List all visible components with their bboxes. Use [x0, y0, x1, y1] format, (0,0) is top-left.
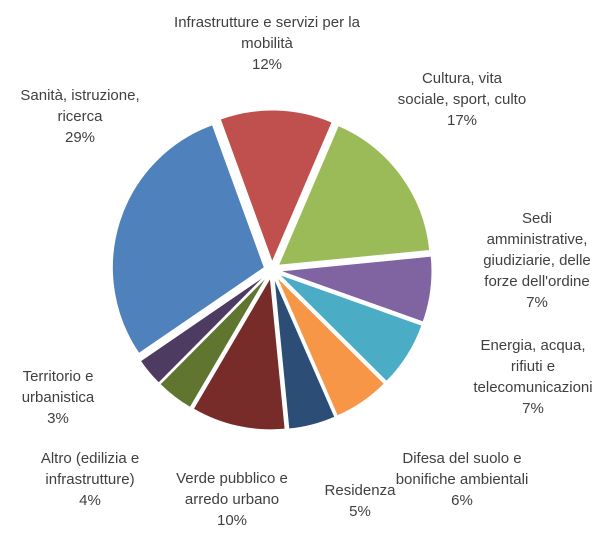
pie-slice — [278, 273, 423, 383]
slice-value: 7% — [526, 294, 548, 311]
slice-label: Difesa del suolo e bonifiche ambientali 6… — [387, 448, 537, 511]
slice-label: Sanità, istruzione, ricerca 29% — [0, 85, 160, 148]
slice-label: Residenza 5% — [315, 480, 405, 522]
slice-value: 7% — [522, 400, 544, 417]
slice-name: Residenza — [324, 482, 396, 499]
slice-value: 3% — [47, 410, 69, 427]
slice-name: Territorio e urbanistica — [21, 368, 95, 406]
slice-name: Infrastrutture e servizi per la mobilità — [174, 14, 360, 52]
slice-value: 5% — [349, 503, 371, 520]
slice-value: 10% — [216, 512, 248, 529]
slice-value: 6% — [451, 492, 473, 509]
slice-name: Sanità, istruzione, ricerca — [20, 87, 140, 125]
slice-value: 12% — [251, 56, 283, 73]
pie-slice — [279, 255, 433, 323]
slice-value: 4% — [79, 492, 101, 509]
slice-name: Altro (edilizia e infrastrutture) — [40, 450, 140, 488]
slice-label: Altro (edilizia e infrastrutture) 4% — [20, 448, 160, 511]
slice-name: Sedi amministrative, giudiziarie, delle … — [483, 210, 591, 290]
slice-name: Cultura, vita sociale, sport, culto — [397, 70, 527, 108]
slice-value: 29% — [64, 129, 96, 146]
slice-label: Energia, acqua, rifiuti e telecomunicazi… — [469, 335, 597, 419]
slice-value: 17% — [446, 112, 478, 129]
pie-slice — [273, 277, 336, 430]
pie-slice — [219, 109, 333, 264]
slice-label: Infrastrutture e servizi per la mobilità… — [167, 12, 367, 75]
pie-slice — [159, 275, 268, 409]
pie-slice — [276, 276, 386, 417]
slice-name: Difesa del suolo e bonifiche ambientali — [395, 450, 529, 488]
slice-name: Verde pubblico e arredo urbano — [176, 470, 288, 508]
slice-label: Cultura, vita sociale, sport, culto 17% — [397, 68, 527, 131]
pie-slice — [139, 274, 267, 384]
slice-name: Energia, acqua, rifiuti e telecomunicazi… — [473, 337, 593, 396]
pie-slice — [111, 124, 265, 355]
slice-label: Sedi amministrative, giudiziarie, delle … — [472, 208, 601, 313]
pie-slice — [192, 276, 286, 431]
pie-slice — [277, 124, 431, 266]
slice-label: Territorio e urbanistica 3% — [3, 366, 113, 429]
slice-label: Verde pubblico e arredo urbano 10% — [157, 468, 307, 531]
